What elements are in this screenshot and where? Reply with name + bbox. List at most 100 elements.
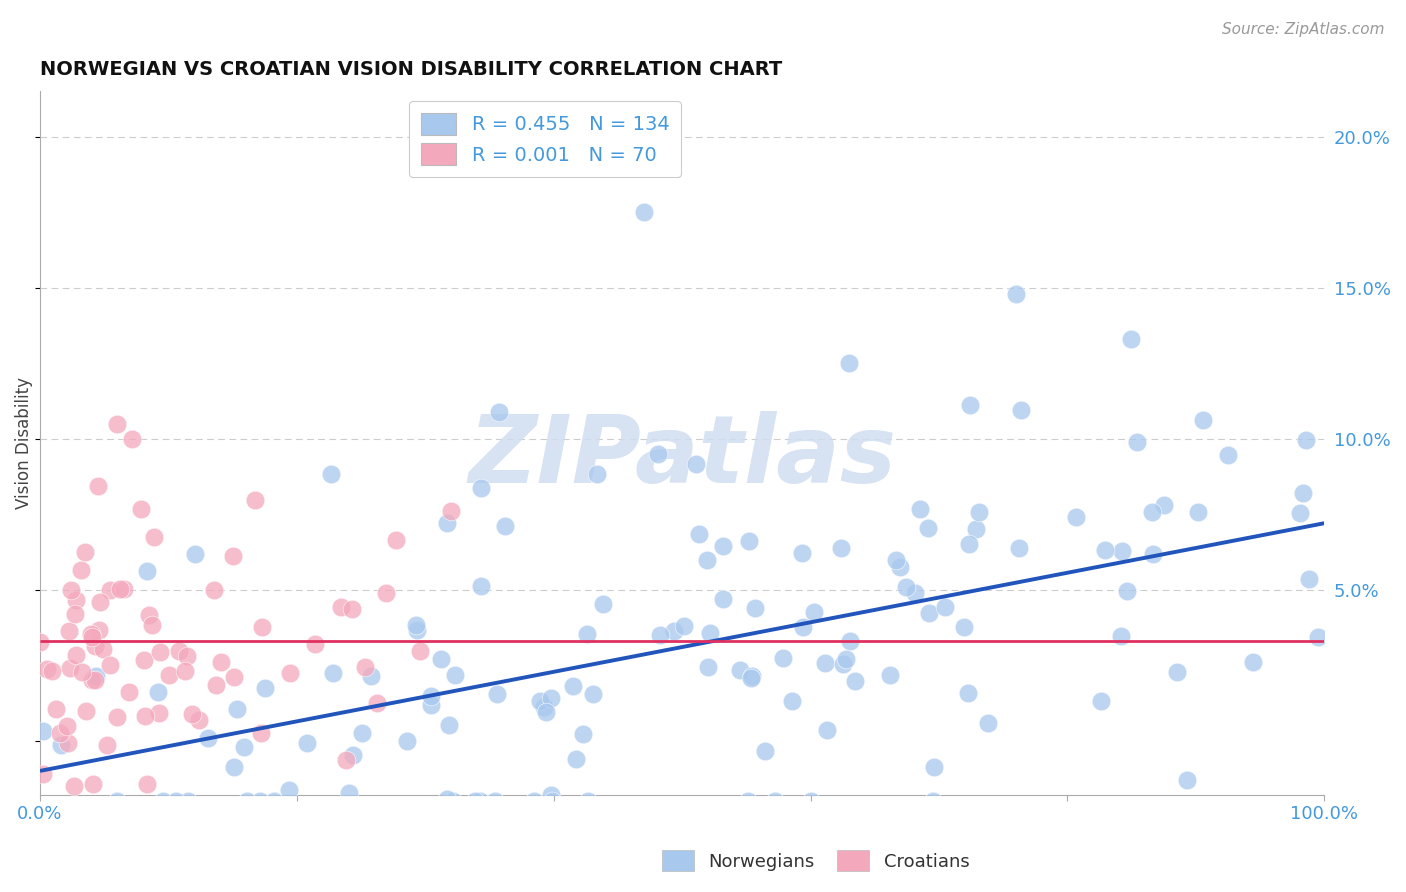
Point [157,668,180,682]
Point [149,645,172,659]
Point [484,794,506,808]
Point [405,618,427,632]
Point [209,656,232,670]
Point [470,579,492,593]
Point [63,607,86,621]
Point [803,605,825,619]
Point [59,661,82,675]
Point [89,624,111,638]
Point [536,706,558,720]
Point [202,582,225,597]
Point [250,620,273,634]
Point [84,673,107,687]
Point [1292,486,1315,500]
Point [342,602,364,616]
Point [834,652,856,666]
Point [142,530,165,544]
Point [197,731,219,745]
Point [782,694,804,708]
Point [754,744,776,758]
Point [225,702,247,716]
Point [181,707,204,722]
Point [488,405,510,419]
Point [295,736,318,750]
Point [65,593,87,607]
Point [1140,505,1163,519]
Text: Source: ZipAtlas.com: Source: ZipAtlas.com [1222,22,1385,37]
Point [138,608,160,623]
Point [135,777,157,791]
Point [1111,543,1133,558]
Point [1241,656,1264,670]
Point [464,794,486,808]
Point [100,658,122,673]
Point [439,718,461,732]
Point [41,664,63,678]
Legend: Norwegians, Croatians: Norwegians, Croatians [654,843,977,879]
Point [304,636,326,650]
Point [486,688,509,702]
Point [696,553,718,567]
Point [1308,630,1330,644]
Point [112,582,135,597]
Point [673,619,696,633]
Point [174,665,197,679]
Point [436,792,458,806]
Point [65,648,87,663]
Point [110,582,132,596]
Point [105,417,128,431]
Point [233,739,256,754]
Point [63,779,86,793]
Point [688,526,710,541]
Point [167,643,190,657]
Point [1090,694,1112,708]
Point [107,710,129,724]
Point [541,794,564,808]
Point [741,668,763,682]
Point [582,687,605,701]
Point [330,600,353,615]
Point [249,725,271,739]
Point [32,766,55,780]
Point [831,657,853,672]
Point [904,586,927,600]
Point [839,633,862,648]
Point [49,738,72,752]
Point [1008,541,1031,555]
Point [633,205,655,219]
Point [711,539,734,553]
Point [60,583,83,598]
Point [58,624,80,638]
Point [792,620,814,634]
Point [1109,629,1132,643]
Point [572,727,595,741]
Point [440,504,463,518]
Point [728,663,751,677]
Point [763,794,786,808]
Point [586,467,609,481]
Point [1166,665,1188,679]
Point [353,660,375,674]
Point [967,505,990,519]
Point [224,670,246,684]
Point [322,666,344,681]
Point [278,783,301,797]
Text: ZIPatlas: ZIPatlas [468,411,896,503]
Point [243,492,266,507]
Point [896,580,918,594]
Point [917,521,939,535]
Point [70,563,93,577]
Point [924,760,946,774]
Point [236,794,259,808]
Point [148,706,170,721]
Point [564,752,586,766]
Point [830,541,852,556]
Point [918,606,941,620]
Point [342,747,364,762]
Point [699,626,721,640]
Point [1119,332,1142,346]
Y-axis label: Vision Disability: Vision Disability [15,377,32,509]
Point [75,545,97,559]
Point [148,685,170,699]
Legend: R = 0.455   N = 134, R = 0.001   N = 70: R = 0.455 N = 134, R = 0.001 N = 70 [409,101,681,177]
